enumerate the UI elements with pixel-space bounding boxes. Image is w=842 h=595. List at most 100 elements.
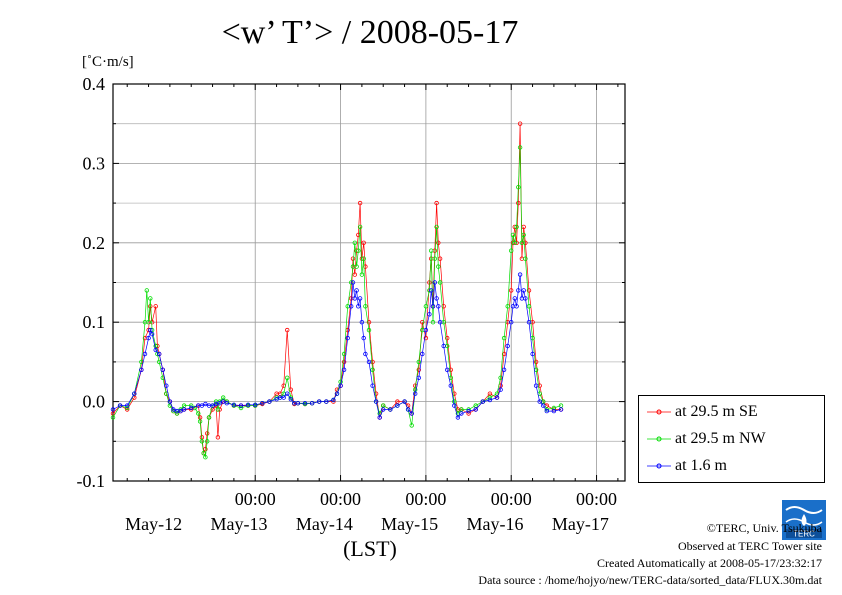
series-0 bbox=[110, 121, 564, 456]
data-point bbox=[274, 397, 279, 402]
logo-text: TERC bbox=[793, 530, 815, 539]
data-point bbox=[526, 304, 532, 309]
data-point bbox=[521, 288, 526, 293]
x-date-label: May-13 bbox=[211, 514, 268, 534]
data-series bbox=[110, 121, 564, 460]
data-point bbox=[533, 359, 539, 365]
data-point bbox=[466, 411, 471, 416]
data-point bbox=[388, 407, 393, 412]
data-point bbox=[352, 240, 357, 245]
data-point bbox=[416, 367, 421, 372]
data-point bbox=[494, 395, 500, 400]
data-point bbox=[352, 272, 357, 277]
data-point bbox=[514, 304, 519, 309]
data-point bbox=[354, 288, 359, 293]
data-point bbox=[224, 401, 229, 406]
plot-frame bbox=[112, 83, 626, 482]
y-tick-label: 0.1 bbox=[83, 312, 106, 332]
data-point bbox=[416, 375, 421, 380]
data-point bbox=[413, 391, 418, 396]
data-point bbox=[146, 320, 151, 325]
data-point bbox=[512, 240, 517, 245]
x-time-label: 00:00 bbox=[235, 489, 276, 509]
data-point bbox=[139, 367, 144, 372]
axes bbox=[112, 83, 626, 482]
data-point bbox=[356, 304, 361, 309]
data-point bbox=[132, 391, 137, 396]
data-point bbox=[429, 288, 434, 293]
x-date-label: May-14 bbox=[296, 514, 353, 534]
created-text: Created Automatically at 2008-05-17/23:3… bbox=[597, 556, 822, 570]
data-point bbox=[445, 335, 450, 341]
x-date-label: May-12 bbox=[125, 514, 182, 534]
data-point bbox=[188, 403, 194, 408]
data-point bbox=[501, 335, 507, 341]
data-point bbox=[423, 335, 429, 341]
data-point bbox=[434, 296, 439, 301]
grid-lines bbox=[113, 83, 625, 482]
data-point bbox=[516, 184, 521, 190]
data-point bbox=[174, 411, 180, 416]
data-point bbox=[466, 408, 471, 414]
data-point bbox=[203, 455, 208, 460]
data-point bbox=[487, 395, 493, 400]
data-point bbox=[480, 399, 485, 404]
series-line bbox=[112, 274, 562, 419]
data-point bbox=[509, 288, 514, 293]
data-point bbox=[516, 200, 521, 206]
y-tick-label: 0.0 bbox=[83, 392, 106, 412]
data-point bbox=[558, 407, 564, 412]
data-point bbox=[203, 401, 208, 407]
data-point bbox=[459, 411, 464, 416]
legend-item-1-6m: at 1.6 m bbox=[647, 456, 727, 476]
data-point bbox=[427, 312, 432, 317]
data-point bbox=[523, 256, 528, 261]
data-point bbox=[509, 248, 514, 253]
data-point bbox=[437, 320, 443, 325]
data-point bbox=[238, 403, 244, 408]
data-point bbox=[245, 402, 251, 407]
data-point bbox=[110, 407, 116, 412]
data-point bbox=[370, 367, 375, 372]
data-point bbox=[370, 383, 375, 388]
data-point bbox=[156, 351, 162, 357]
data-point bbox=[541, 403, 546, 408]
y-tick-label: 0.3 bbox=[83, 153, 106, 173]
data-point bbox=[357, 224, 363, 230]
x-time-label: 00:00 bbox=[576, 489, 617, 509]
data-point bbox=[146, 335, 151, 341]
x-time-label: 00:00 bbox=[405, 489, 446, 509]
data-point bbox=[455, 415, 461, 420]
data-point bbox=[501, 351, 507, 357]
copyright-text: ©TERC, Univ. Tsukuba bbox=[706, 521, 822, 535]
data-point bbox=[361, 240, 366, 245]
data-point bbox=[302, 401, 308, 406]
data-point bbox=[199, 439, 205, 444]
data-point bbox=[514, 224, 519, 230]
data-point bbox=[167, 399, 173, 404]
data-point bbox=[359, 272, 365, 277]
data-point bbox=[334, 391, 340, 396]
data-point bbox=[196, 411, 201, 416]
legend-item-nw: at 29.5 m NW bbox=[647, 429, 766, 449]
data-point bbox=[544, 408, 549, 414]
data-point bbox=[402, 399, 407, 404]
data-point bbox=[512, 296, 517, 301]
data-point bbox=[148, 296, 153, 301]
data-point bbox=[341, 367, 347, 372]
data-point bbox=[381, 407, 386, 412]
data-point bbox=[220, 399, 226, 404]
data-point bbox=[510, 232, 516, 238]
data-point bbox=[148, 327, 153, 333]
data-point bbox=[473, 407, 478, 412]
x-date-label: May-15 bbox=[381, 514, 438, 534]
data-point bbox=[288, 397, 293, 402]
data-point bbox=[441, 304, 446, 309]
data-point bbox=[445, 367, 450, 372]
data-point bbox=[395, 403, 400, 408]
terc-logo-icon: TERC bbox=[782, 500, 826, 540]
y-axis-unit-label: [˚C·m/s] bbox=[82, 54, 134, 70]
data-point bbox=[124, 405, 130, 411]
data-point bbox=[188, 405, 194, 411]
data-point bbox=[206, 415, 212, 420]
